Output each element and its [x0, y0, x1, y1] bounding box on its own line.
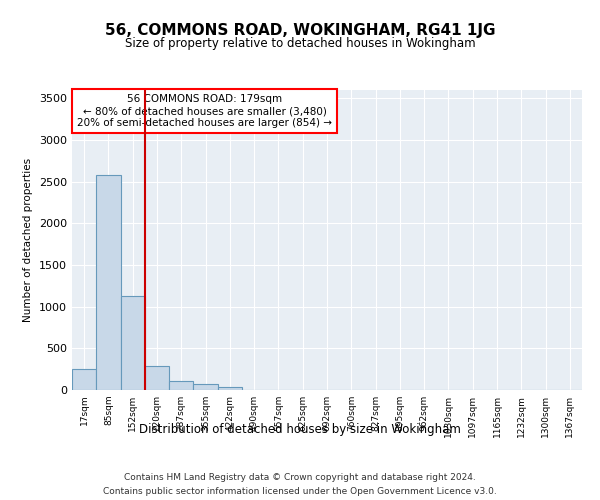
Bar	[193, 384, 218, 390]
Bar	[121, 296, 145, 390]
Bar	[96, 175, 121, 390]
Text: 56, COMMONS ROAD, WOKINGHAM, RG41 1JG: 56, COMMONS ROAD, WOKINGHAM, RG41 1JG	[105, 22, 495, 38]
Text: Contains public sector information licensed under the Open Government Licence v3: Contains public sector information licen…	[103, 488, 497, 496]
Y-axis label: Number of detached properties: Number of detached properties	[23, 158, 34, 322]
Text: Contains HM Land Registry data © Crown copyright and database right 2024.: Contains HM Land Registry data © Crown c…	[124, 472, 476, 482]
Bar	[72, 369, 96, 390]
Text: 56 COMMONS ROAD: 179sqm
← 80% of detached houses are smaller (3,480)
20% of semi: 56 COMMONS ROAD: 179sqm ← 80% of detache…	[77, 94, 332, 128]
Text: Distribution of detached houses by size in Wokingham: Distribution of detached houses by size …	[139, 422, 461, 436]
Bar	[169, 381, 193, 390]
Text: Size of property relative to detached houses in Wokingham: Size of property relative to detached ho…	[125, 38, 475, 51]
Bar	[218, 387, 242, 390]
Bar	[145, 366, 169, 390]
